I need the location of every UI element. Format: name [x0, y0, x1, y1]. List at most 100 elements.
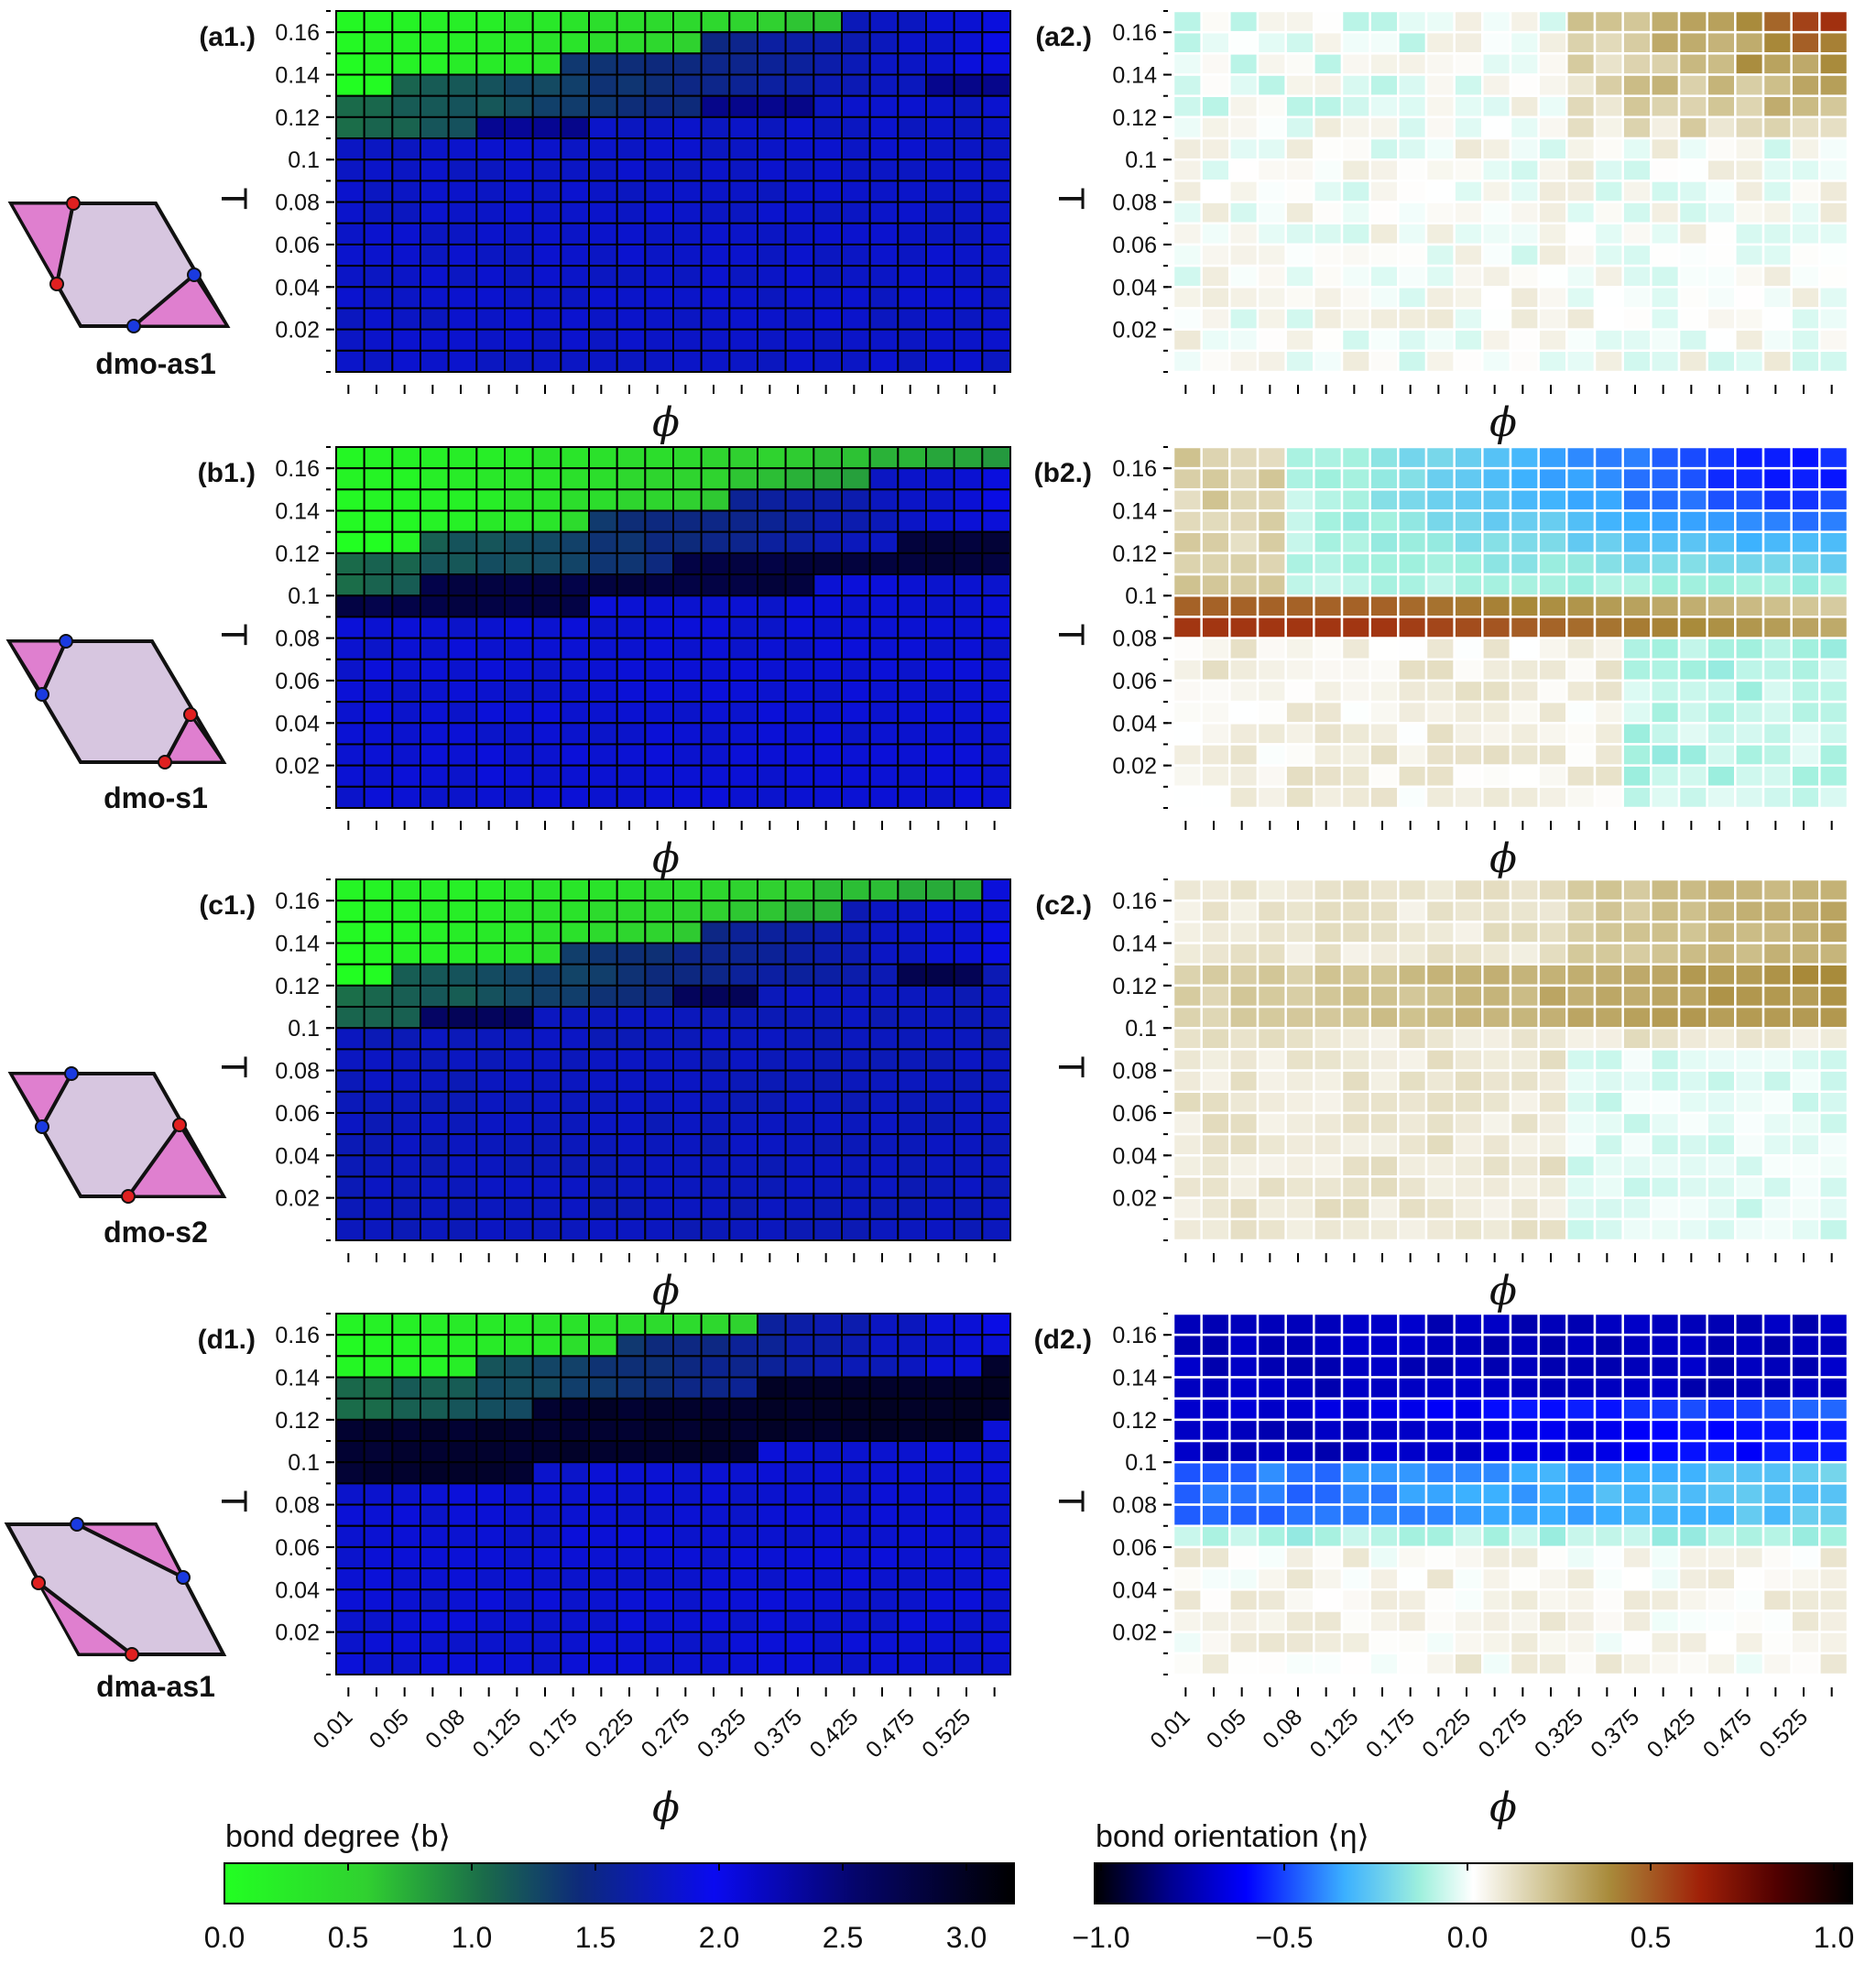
- heatmap-cell: [1397, 1111, 1428, 1136]
- heatmap-cell: [1228, 1588, 1260, 1612]
- heatmap-cell: [644, 1355, 674, 1379]
- heatmap-cell: [1256, 222, 1287, 246]
- heatmap-cell: [588, 921, 618, 944]
- heatmap-cell: [1481, 180, 1512, 203]
- heatmap-cell: [1369, 1111, 1400, 1136]
- heatmap-cell: [560, 530, 590, 554]
- heatmap-cell: [588, 1631, 618, 1654]
- heatmap-cell: [1256, 158, 1287, 182]
- heatmap-cell: [1313, 785, 1344, 810]
- heatmap-cell: [953, 243, 984, 267]
- heatmap-cell: [644, 1133, 674, 1157]
- heatmap-cell: [1565, 158, 1597, 182]
- heatmap-cell: [981, 1154, 1012, 1178]
- heatmap-cell: [560, 349, 590, 373]
- heatmap-cell: [644, 595, 674, 618]
- heatmap-cell: [504, 446, 534, 470]
- heatmap-cell: [728, 785, 758, 810]
- heatmap-cell: [1284, 158, 1315, 182]
- heatmap-cell: [1228, 509, 1260, 533]
- heatmap-cell: [1340, 984, 1371, 1009]
- heatmap-cell: [1453, 1111, 1484, 1136]
- heatmap-cell: [1565, 722, 1597, 746]
- heatmap-cell: [1650, 445, 1681, 470]
- heatmap-cell: [1509, 264, 1540, 289]
- heatmap-cell: [897, 921, 927, 944]
- y-tick-label: 0.02: [275, 1186, 320, 1212]
- heatmap-cell: [700, 878, 731, 902]
- heatmap-cell: [475, 1196, 506, 1220]
- heatmap-cell: [813, 94, 843, 118]
- heatmap-cell: [475, 158, 506, 182]
- heatmap-cell: [1397, 722, 1428, 746]
- heatmap-cell: [1397, 1154, 1428, 1178]
- heatmap-cell: [1565, 1069, 1597, 1094]
- heatmap-cell: [1424, 1588, 1456, 1612]
- heatmap-cell: [588, 963, 618, 987]
- heatmap-cell: [1369, 1439, 1400, 1464]
- heatmap-cell: [784, 785, 815, 810]
- heatmap-cell: [1593, 349, 1624, 374]
- heatmap-cell: [1537, 942, 1568, 966]
- heatmap-cell: [504, 158, 534, 182]
- heatmap-cell: [616, 1609, 647, 1633]
- heatmap-cell: [363, 73, 394, 97]
- heatmap-cell: [1706, 573, 1737, 597]
- shape-label: dma-as1: [96, 1670, 215, 1703]
- heatmap-cell: [475, 658, 506, 682]
- heatmap-cell: [672, 73, 703, 97]
- heatmap-cell: [531, 900, 562, 923]
- heatmap-cell: [475, 1567, 506, 1591]
- heatmap-cell: [1761, 488, 1793, 512]
- heatmap-cell: [1284, 637, 1315, 661]
- heatmap-cell: [475, 488, 506, 512]
- heatmap-cell: [868, 222, 900, 246]
- heatmap-cell: [700, 1461, 731, 1485]
- heatmap-cell: [420, 984, 450, 1009]
- heatmap-cell: [728, 1111, 758, 1136]
- heatmap-cell: [335, 73, 365, 97]
- heatmap-cell: [363, 222, 394, 246]
- heatmap-cell: [588, 1048, 618, 1072]
- heatmap-cell: [1537, 1418, 1568, 1443]
- heatmap-cell: [1677, 1545, 1708, 1570]
- heatmap-cell: [1790, 1418, 1821, 1443]
- heatmap-cell: [1313, 52, 1344, 76]
- heatmap-cell: [1621, 679, 1652, 704]
- heatmap-cell: [757, 1217, 787, 1241]
- heatmap-cell: [504, 1111, 534, 1136]
- heatmap-cell: [391, 764, 422, 788]
- heatmap-cell: [1650, 30, 1681, 55]
- heatmap-cell: [1424, 921, 1456, 944]
- heatmap-cell: [784, 658, 815, 682]
- heatmap-cell: [616, 52, 647, 76]
- heatmap-cell: [1677, 1154, 1708, 1178]
- heatmap-cell: [644, 573, 674, 597]
- heatmap-cell: [1509, 1069, 1540, 1094]
- heatmap-cell: [1369, 201, 1400, 225]
- heatmap-cell: [335, 446, 365, 470]
- heatmap-cell: [1369, 1524, 1400, 1549]
- heatmap-cell: [1593, 9, 1624, 34]
- heatmap-cell: [1340, 52, 1371, 76]
- heatmap-cell: [1228, 1132, 1260, 1157]
- heatmap-cell: [504, 1397, 534, 1421]
- heatmap-cell: [447, 307, 478, 331]
- heatmap-cell: [757, 921, 787, 944]
- heatmap-cell: [504, 94, 534, 118]
- heatmap-cell: [925, 349, 955, 373]
- heatmap-cell: [504, 1524, 534, 1548]
- heatmap-cell: [420, 349, 450, 373]
- heatmap-cell: [644, 73, 674, 97]
- heatmap-cell: [1593, 1196, 1624, 1221]
- x-tick-label: 0.425: [1642, 1704, 1701, 1762]
- heatmap-cell: [981, 878, 1012, 902]
- y-axis-label: T: [1051, 1056, 1091, 1078]
- heatmap-cell: [1369, 700, 1400, 725]
- heatmap-cell: [616, 286, 647, 310]
- heatmap-cell: [1621, 658, 1652, 682]
- y-tick-label: 0.02: [1112, 754, 1157, 780]
- heatmap-cell: [1256, 963, 1287, 987]
- heatmap-cell: [672, 530, 703, 554]
- heatmap-cell: [897, 1588, 927, 1612]
